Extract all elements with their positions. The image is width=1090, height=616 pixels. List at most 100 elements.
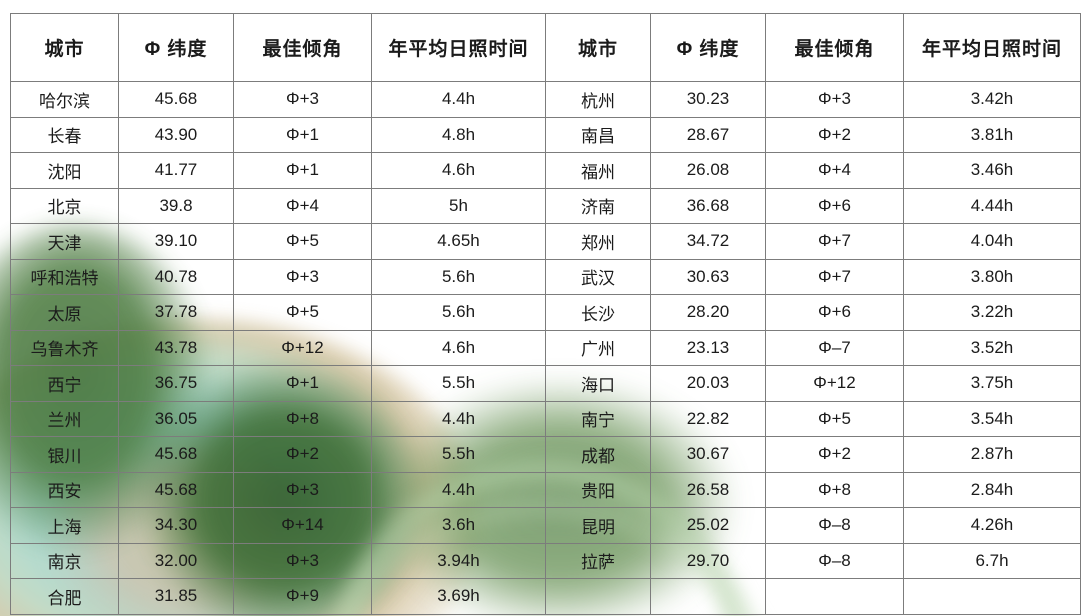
city-cell: 昆明 — [545, 507, 651, 544]
latitude-cell: 30.67 — [650, 436, 766, 473]
tilt-angle-cell: Φ+3 — [233, 542, 372, 579]
latitude-cell: 32.00 — [118, 542, 234, 579]
sunshine-hours-cell: 4.6h — [371, 329, 546, 366]
tilt-angle-cell: Φ+8 — [233, 400, 372, 437]
city-cell: 广州 — [545, 329, 651, 366]
latitude-cell: 28.20 — [650, 294, 766, 331]
city-cell: 南宁 — [545, 400, 651, 437]
header-tilt-angle-left: 最佳倾角 — [233, 13, 372, 82]
sunshine-hours-cell: 4.6h — [371, 152, 546, 189]
sunshine-hours-cell: 5h — [371, 187, 546, 224]
city-cell: 成都 — [545, 436, 651, 473]
latitude-cell — [650, 578, 766, 615]
tilt-angle-cell — [765, 578, 904, 615]
sunshine-hours-cell: 3.80h — [903, 258, 1081, 295]
tilt-angle-cell: Φ+1 — [233, 365, 372, 402]
table-body: 哈尔滨 45.68 Φ+3 4.4h 杭州 30.23 Φ+3 3.42h 长春 43.90 Φ+1… — [10, 81, 1081, 615]
header-latitude-left: Φ 纬度 — [118, 13, 234, 82]
sunshine-hours-cell: 3.75h — [903, 365, 1081, 402]
sunshine-hours-cell: 4.65h — [371, 223, 546, 260]
sunshine-hours-cell: 3.81h — [903, 116, 1081, 153]
sunshine-hours-cell: 6.7h — [903, 542, 1081, 579]
latitude-cell: 41.77 — [118, 152, 234, 189]
tilt-angle-cell: Φ+4 — [233, 187, 372, 224]
header-sunshine-left: 年平均日照时间 — [371, 13, 546, 82]
latitude-cell: 37.78 — [118, 294, 234, 331]
latitude-cell: 34.30 — [118, 507, 234, 544]
latitude-cell: 30.23 — [650, 81, 766, 118]
tilt-angle-cell: Φ+12 — [233, 329, 372, 366]
sunshine-hours-cell: 5.5h — [371, 436, 546, 473]
city-solar-table: 城市 Φ 纬度 最佳倾角 年平均日照时间 城市 Φ 纬度 最佳倾角 年平均日照时… — [10, 13, 1081, 615]
latitude-cell: 45.68 — [118, 471, 234, 508]
sunshine-hours-cell: 5.6h — [371, 294, 546, 331]
tilt-angle-cell: Φ+5 — [233, 223, 372, 260]
tilt-angle-cell: Φ+7 — [765, 223, 904, 260]
sunshine-hours-cell: 3.42h — [903, 81, 1081, 118]
tilt-angle-cell: Φ+2 — [765, 436, 904, 473]
latitude-cell: 34.72 — [650, 223, 766, 260]
tilt-angle-cell: Φ+3 — [233, 258, 372, 295]
table-header: 城市 Φ 纬度 最佳倾角 年平均日照时间 城市 Φ 纬度 最佳倾角 年平均日照时… — [10, 13, 1081, 82]
city-cell: 杭州 — [545, 81, 651, 118]
latitude-cell: 36.68 — [650, 187, 766, 224]
sunshine-hours-cell: 4.8h — [371, 116, 546, 153]
sunshine-hours-cell: 3.69h — [371, 578, 546, 615]
latitude-cell: 39.10 — [118, 223, 234, 260]
table-row: 呼和浩特 40.78 Φ+3 5.6h 武汉 30.63 Φ+7 3.80h — [10, 258, 1081, 295]
tilt-angle-cell: Φ–8 — [765, 542, 904, 579]
sunshine-hours-cell: 3.94h — [371, 542, 546, 579]
sunshine-hours-cell: 2.84h — [903, 471, 1081, 508]
sunshine-hours-cell: 4.4h — [371, 471, 546, 508]
tilt-angle-cell: Φ+9 — [233, 578, 372, 615]
sunshine-hours-cell: 4.26h — [903, 507, 1081, 544]
city-cell: 武汉 — [545, 258, 651, 295]
city-cell: 合肥 — [10, 578, 119, 615]
latitude-cell: 26.58 — [650, 471, 766, 508]
table-row: 北京 39.8 Φ+4 5h 济南 36.68 Φ+6 4.44h — [10, 187, 1081, 224]
tilt-angle-cell: Φ+7 — [765, 258, 904, 295]
city-cell: 上海 — [10, 507, 119, 544]
header-sunshine-right: 年平均日照时间 — [903, 13, 1081, 82]
city-cell: 银川 — [10, 436, 119, 473]
header-tilt-angle-right: 最佳倾角 — [765, 13, 904, 82]
sunshine-hours-cell: 4.4h — [371, 400, 546, 437]
table-row: 西宁 36.75 Φ+1 5.5h 海口 20.03 Φ+12 3.75h — [10, 365, 1081, 402]
table-row: 上海 34.30 Φ+14 3.6h 昆明 25.02 Φ–8 4.26h — [10, 507, 1081, 544]
latitude-cell: 43.90 — [118, 116, 234, 153]
sunshine-hours-cell: 3.46h — [903, 152, 1081, 189]
latitude-cell: 29.70 — [650, 542, 766, 579]
latitude-cell: 43.78 — [118, 329, 234, 366]
city-cell: 长春 — [10, 116, 119, 153]
city-cell: 福州 — [545, 152, 651, 189]
table-row: 天津 39.10 Φ+5 4.65h 郑州 34.72 Φ+7 4.04h — [10, 223, 1081, 260]
sunshine-hours-cell: 5.6h — [371, 258, 546, 295]
latitude-cell: 30.63 — [650, 258, 766, 295]
sunshine-hours-cell: 3.52h — [903, 329, 1081, 366]
table-row: 沈阳 41.77 Φ+1 4.6h 福州 26.08 Φ+4 3.46h — [10, 152, 1081, 189]
table-row: 太原 37.78 Φ+5 5.6h 长沙 28.20 Φ+6 3.22h — [10, 294, 1081, 331]
latitude-cell: 45.68 — [118, 436, 234, 473]
latitude-cell: 20.03 — [650, 365, 766, 402]
latitude-cell: 25.02 — [650, 507, 766, 544]
city-cell: 长沙 — [545, 294, 651, 331]
city-cell: 乌鲁木齐 — [10, 329, 119, 366]
header-row: 城市 Φ 纬度 最佳倾角 年平均日照时间 城市 Φ 纬度 最佳倾角 年平均日照时… — [10, 13, 1081, 82]
sunshine-hours-cell: 4.4h — [371, 81, 546, 118]
tilt-angle-cell: Φ+14 — [233, 507, 372, 544]
city-cell: 贵阳 — [545, 471, 651, 508]
city-cell: 南昌 — [545, 116, 651, 153]
city-cell: 南京 — [10, 542, 119, 579]
city-cell: 西安 — [10, 471, 119, 508]
city-cell — [545, 578, 651, 615]
latitude-cell: 22.82 — [650, 400, 766, 437]
city-cell: 郑州 — [545, 223, 651, 260]
city-cell: 西宁 — [10, 365, 119, 402]
latitude-cell: 26.08 — [650, 152, 766, 189]
tilt-angle-cell: Φ–8 — [765, 507, 904, 544]
tilt-angle-cell: Φ+1 — [233, 116, 372, 153]
tilt-angle-cell: Φ+5 — [765, 400, 904, 437]
table-row: 哈尔滨 45.68 Φ+3 4.4h 杭州 30.23 Φ+3 3.42h — [10, 81, 1081, 118]
latitude-cell: 28.67 — [650, 116, 766, 153]
